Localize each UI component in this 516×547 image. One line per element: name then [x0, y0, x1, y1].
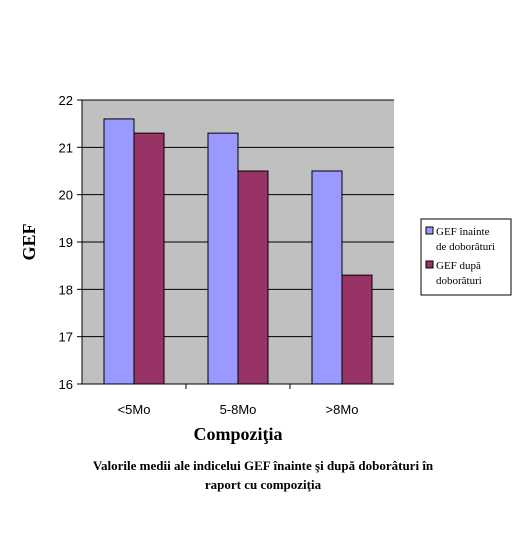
x-tick-label: 5-8Mo	[220, 402, 257, 417]
bars	[103, 118, 373, 385]
legend-label: GEF înainte	[436, 226, 490, 238]
y-tick-label: 17	[59, 330, 73, 345]
caption-line-2: raport cu compoziţia	[204, 477, 322, 492]
y-tick-label: 18	[59, 282, 73, 297]
x-tick-label: >8Mo	[326, 402, 359, 417]
bar-before	[207, 132, 239, 385]
legend-label: GEF după	[436, 260, 481, 272]
y-axis-title: GEF	[19, 223, 39, 260]
y-tick-label: 16	[59, 377, 73, 392]
legend-label: doborâturi	[436, 275, 482, 287]
chart-caption: Valorile medii ale indicelui GEF înainte…	[20, 456, 506, 494]
bar-after	[133, 132, 165, 385]
legend: GEF înainte de doborâturi GEF după doborâtu…	[420, 218, 512, 296]
legend-swatch	[425, 226, 434, 235]
axes: 16 17 18 19 20 21 22 <5Mo 5-8Mo >8Mo	[59, 93, 394, 417]
bar-before	[103, 118, 135, 385]
bar-after	[237, 170, 269, 385]
caption-line-1: Valorile medii ale indicelui GEF înainte…	[92, 458, 434, 473]
legend-box	[420, 218, 512, 296]
y-tick-label: 20	[59, 188, 73, 203]
legend-swatch	[425, 260, 434, 269]
y-tick-label: 21	[59, 140, 73, 155]
x-tick-label: <5Mo	[118, 402, 151, 417]
y-tick-label: 22	[59, 93, 73, 108]
legend-label: de doborâturi	[436, 241, 495, 253]
bar-before	[311, 170, 343, 385]
x-axis-title: Compoziţia	[194, 424, 283, 444]
y-tick-label: 19	[59, 235, 73, 250]
bar-after	[341, 274, 373, 385]
